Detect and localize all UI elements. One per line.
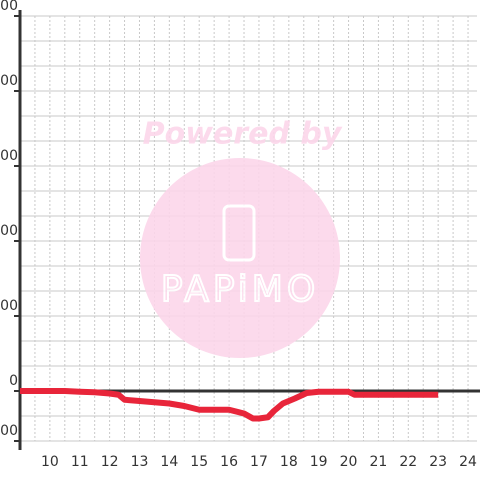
x-tick-label: 22 [399,454,417,470]
data-line [20,388,439,422]
watermark-phone [222,204,256,262]
x-tick-label: 23 [429,454,447,470]
y-tick-label: -20,000 [0,423,18,439]
x-tick-label: 19 [310,454,328,470]
x-tick-label: 24 [459,454,477,470]
y-tick-label: 0 [9,373,18,389]
x-tick-label: 20 [340,454,358,470]
x-tick-label: 17 [250,454,268,470]
x-tick-label: 14 [160,454,178,470]
x-tick-label: 10 [41,454,59,470]
watermark: Powered by PAPiMO [140,117,343,358]
x-tick-label: 11 [71,454,89,470]
x-tick-label: 12 [101,454,119,470]
y-tick-label: 120,000 [0,73,18,89]
x-tick-label: 16 [220,454,238,470]
watermark-text: Powered by [143,117,343,152]
x-tick-label: 13 [131,454,149,470]
x-tick-label: 18 [280,454,298,470]
y-tick-label: 90,000 [0,148,18,164]
x-tick-label: 15 [190,454,208,470]
y-tick-label: 60,000 [0,223,18,239]
x-tick-label: 21 [370,454,388,470]
watermark-circle [140,158,340,358]
y-tick-label: 30,000 [0,298,18,314]
y-tick-label: 150,000 [0,0,18,14]
watermark-logo: PAPiMO [161,269,319,310]
